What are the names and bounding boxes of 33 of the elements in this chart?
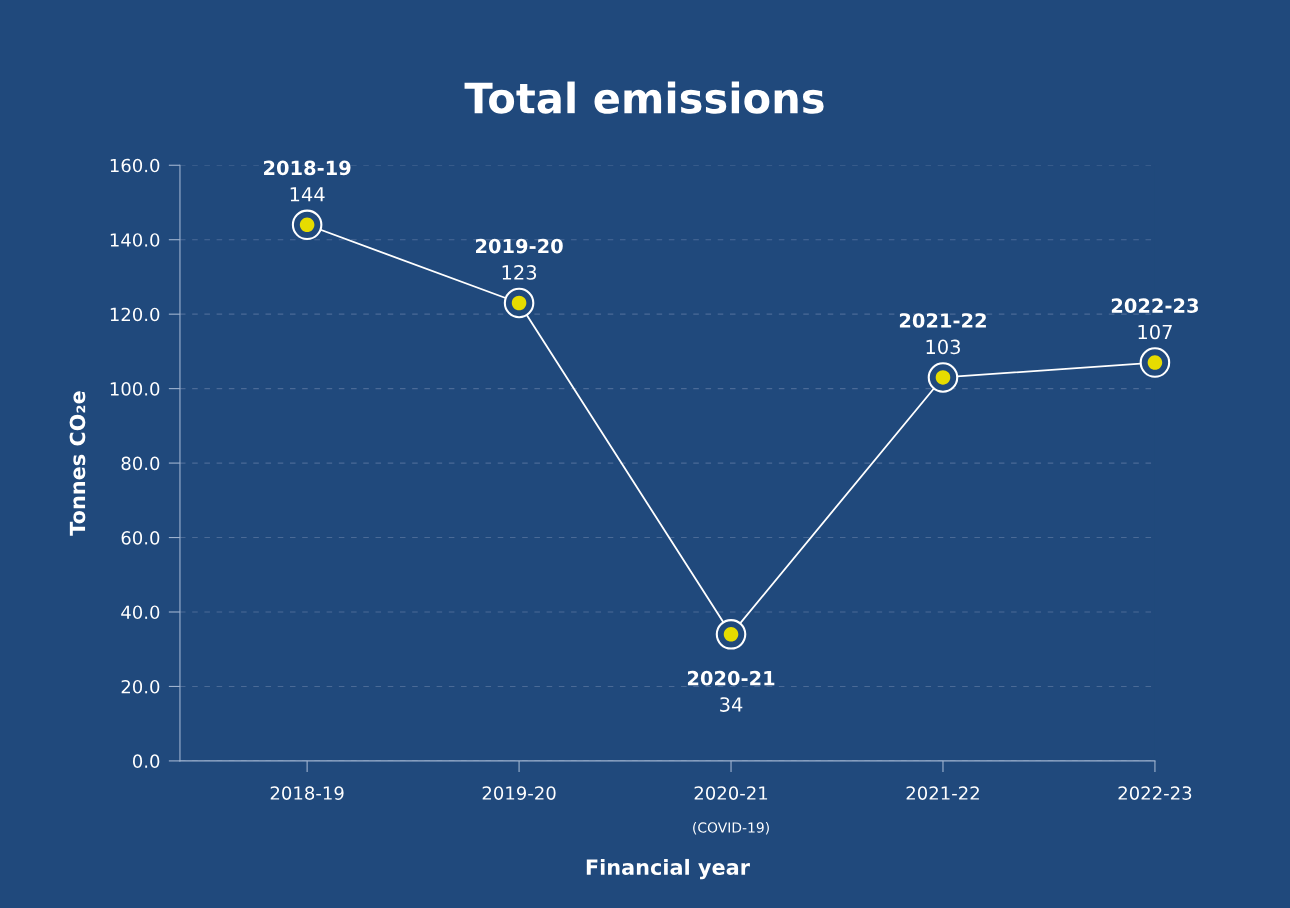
category-label: 2020-21 [687,670,775,686]
y-tick-label: 60.0 [121,531,160,545]
chart-title: Total emissions [464,81,824,114]
data-label: 103 [926,339,960,355]
x-tick-label: 2019-20 [482,786,556,800]
x-tick-label: 2021-22 [906,786,979,800]
point [291,209,323,241]
data-label: 144 [290,187,325,202]
y-tick-label: 100.0 [110,382,160,396]
y-tick-label: 80.0 [121,456,160,471]
y-tick-label: 40.0 [121,605,160,620]
category-label: 2021-22 [899,313,986,328]
category-label: 2019-20 [475,238,563,254]
data-label: 34 [720,697,743,712]
text: (COVID-19) [693,822,769,835]
y-tick-label: 120.0 [110,307,160,322]
point [1139,347,1171,378]
point [503,287,535,319]
data-label: 123 [502,265,537,280]
y-tick-label: 0.0 [132,754,160,769]
category-label: 2018-19 [264,160,351,176]
x-tick-label: 2020-21 [694,786,768,800]
y-tick-label: 20.0 [121,679,160,694]
x-axis-title: Financial year [586,858,750,880]
y-tick-label: 140.0 [110,233,160,247]
x-tick-label: 2018-19 [270,786,344,800]
y-tick-label: 160.0 [110,158,160,173]
point [927,362,959,393]
category-label: 2022-23 [1111,298,1199,313]
y-axis-title: Tonnes CO₂e [69,391,86,536]
x-tick-label: 2022-23 [1118,786,1192,800]
point [715,619,747,650]
data-label: 107 [1138,324,1172,340]
